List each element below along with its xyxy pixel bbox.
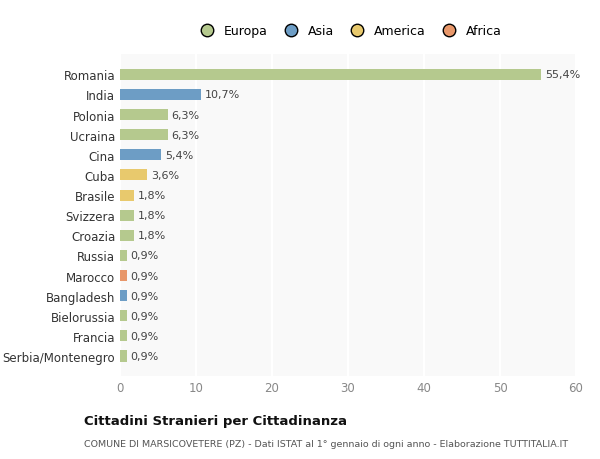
Bar — [120, 330, 127, 341]
Bar — [120, 70, 541, 81]
Bar — [120, 150, 161, 161]
Text: Cittadini Stranieri per Cittadinanza: Cittadini Stranieri per Cittadinanza — [84, 414, 347, 428]
Text: COMUNE DI MARSICOVETERE (PZ) - Dati ISTAT al 1° gennaio di ogni anno - Elaborazi: COMUNE DI MARSICOVETERE (PZ) - Dati ISTA… — [84, 439, 568, 448]
Text: 0,9%: 0,9% — [131, 271, 159, 281]
Text: 0,9%: 0,9% — [131, 331, 159, 341]
Bar — [120, 250, 127, 262]
Bar — [120, 210, 134, 221]
Bar — [120, 110, 168, 121]
Text: 55,4%: 55,4% — [545, 70, 580, 80]
Text: 6,3%: 6,3% — [172, 130, 200, 140]
Legend: Europa, Asia, America, Africa: Europa, Asia, America, Africa — [191, 23, 505, 41]
Text: 10,7%: 10,7% — [205, 90, 241, 100]
Text: 1,8%: 1,8% — [137, 231, 166, 241]
Bar — [120, 170, 148, 181]
Text: 0,9%: 0,9% — [131, 311, 159, 321]
Text: 3,6%: 3,6% — [151, 171, 179, 180]
Text: 6,3%: 6,3% — [172, 110, 200, 120]
Bar — [120, 230, 134, 241]
Bar — [120, 311, 127, 322]
Bar — [120, 291, 127, 302]
Text: 1,8%: 1,8% — [137, 211, 166, 221]
Bar — [120, 270, 127, 281]
Bar — [120, 190, 134, 201]
Bar — [120, 351, 127, 362]
Text: 0,9%: 0,9% — [131, 351, 159, 361]
Bar — [120, 130, 168, 141]
Text: 0,9%: 0,9% — [131, 291, 159, 301]
Text: 0,9%: 0,9% — [131, 251, 159, 261]
Text: 5,4%: 5,4% — [165, 151, 193, 161]
Text: 1,8%: 1,8% — [137, 190, 166, 201]
Bar — [120, 90, 202, 101]
